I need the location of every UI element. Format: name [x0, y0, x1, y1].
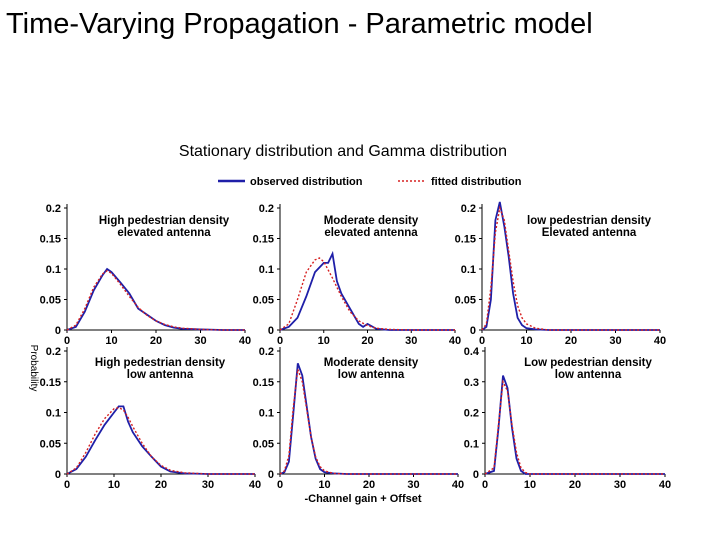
x-tick-label: 10 [524, 479, 536, 491]
x-tick-label: 10 [318, 335, 330, 347]
panel-1: 0 10 20 30 40 0 0.05 0.1 0.15 0.2 High pedestrian … [40, 203, 252, 347]
x-tick-label: 40 [249, 479, 261, 491]
y-tick-label: 0 [55, 325, 61, 337]
y-tick-label: 0.2 [461, 203, 476, 215]
x-tick-label: 20 [150, 335, 162, 347]
x-tick-label: 40 [452, 479, 464, 491]
x-tick-label: 10 [108, 479, 120, 491]
panel-title-line: low pedestrian density [527, 215, 652, 227]
observed-series-line [66, 405, 255, 475]
panel-title-line: High pedestrian density [99, 215, 230, 227]
x-tick-label: 40 [659, 479, 671, 491]
x-tick-label: 20 [569, 479, 581, 491]
y-tick-label: 0.1 [259, 408, 274, 420]
y-tick-label: 0.2 [259, 346, 274, 358]
y-tick-label: 0.05 [40, 438, 61, 450]
observed-series-line [481, 201, 660, 331]
panel-title-line: low antenna [338, 369, 405, 381]
panel-title-line: High pedestrian density [95, 357, 226, 369]
y-tick-label: 0.2 [46, 346, 61, 358]
x-tick-label: 10 [105, 335, 117, 347]
y-tick-label: 0 [470, 325, 476, 337]
fitted-series-line [279, 257, 455, 331]
observed-series-line [484, 375, 665, 475]
y-tick-label: 0.05 [253, 438, 274, 450]
y-tick-label: 0.15 [253, 377, 274, 389]
legend-fitted-label: fitted distribution [431, 176, 522, 188]
x-tick-label: 20 [363, 479, 375, 491]
chart-title: Stationary distribution and Gamma distri… [179, 143, 507, 160]
y-tick-label: 0.2 [46, 203, 61, 215]
y-tick-label: 0.2 [464, 408, 479, 420]
x-tick-label: 30 [405, 335, 417, 347]
y-axis-label: Probability [28, 345, 39, 392]
y-tick-label: 0.15 [40, 234, 61, 246]
x-tick-label: 40 [239, 335, 251, 347]
x-tick-label: 20 [155, 479, 167, 491]
panel-3: 0 10 20 30 40 0 0.05 0.1 0.15 0.2 low pedestrian d… [455, 201, 666, 347]
x-tick-label: 30 [194, 335, 206, 347]
panel-4: 0 10 20 30 40 0 0.05 0.1 0.15 0.2 High pedestrian … [40, 346, 262, 491]
y-tick-label: 0.1 [464, 438, 479, 450]
slide-title: Time-Varying Propagation - Parametric mo… [6, 8, 593, 40]
x-tick-label: 0 [277, 479, 283, 491]
fitted-series-line [66, 406, 255, 475]
y-tick-label: 0.1 [259, 264, 274, 276]
y-tick-label: 0.1 [46, 264, 61, 276]
y-tick-label: 0 [268, 325, 274, 337]
y-tick-label: 0.15 [455, 234, 476, 246]
y-tick-label: 0.05 [40, 295, 61, 307]
x-axis-label: -Channel gain + Offset [304, 493, 421, 505]
y-tick-label: 0 [473, 469, 479, 481]
x-tick-label: 0 [64, 479, 70, 491]
panel-5: 0 10 20 30 40 0 0.05 0.1 0.15 0.2 Moderate density… [253, 346, 465, 491]
y-tick-label: 0.15 [253, 234, 274, 246]
panel-2: 0 10 20 30 40 0 0.05 0.1 0.15 0.2 Moderate density… [253, 203, 462, 347]
y-tick-label: 0.05 [455, 295, 476, 307]
x-tick-label: 20 [361, 335, 373, 347]
legend: observed distribution fitted distributio… [218, 176, 522, 188]
x-tick-label: 10 [318, 479, 330, 491]
x-tick-label: 30 [407, 479, 419, 491]
panel-title-line: Low pedestrian density [524, 357, 652, 369]
observed-series-line [279, 250, 455, 331]
y-tick-label: 0.1 [46, 408, 61, 420]
y-tick-label: 0.2 [259, 203, 274, 215]
fitted-series-line [66, 269, 245, 331]
panel-6: 0 10 20 30 40 0 0.1 0.2 0.3 0.4 Low pedestrian den… [464, 346, 671, 491]
y-tick-label: 0.15 [40, 377, 61, 389]
fitted-series-line [279, 369, 458, 475]
x-tick-label: 30 [609, 335, 621, 347]
panel-title-line: elevated antenna [324, 227, 418, 239]
panel-title-line: low antenna [127, 369, 194, 381]
y-tick-label: 0.1 [461, 264, 476, 276]
y-tick-label: 0 [55, 469, 61, 481]
y-tick-label: 0 [268, 469, 274, 481]
panels: 0 10 20 30 40 0 0.05 0.1 0.15 0.2 High pedestrian … [40, 201, 671, 491]
x-tick-label: 20 [565, 335, 577, 347]
x-tick-label: 0 [482, 479, 488, 491]
legend-observed-label: observed distribution [250, 176, 363, 188]
panel-title-line: Elevated antenna [542, 227, 637, 239]
panel-title-line: low antenna [555, 369, 622, 381]
y-tick-label: 0.05 [253, 295, 274, 307]
x-tick-label: 40 [654, 335, 666, 347]
x-tick-label: 40 [449, 335, 461, 347]
x-tick-label: 10 [520, 335, 532, 347]
x-tick-label: 0 [64, 335, 70, 347]
x-tick-label: 30 [614, 479, 626, 491]
panel-title-line: Moderate density [324, 357, 419, 369]
x-tick-label: 30 [202, 479, 214, 491]
observed-series-line [66, 267, 245, 331]
x-tick-label: 0 [277, 335, 283, 347]
y-tick-label: 0.3 [464, 377, 479, 389]
y-tick-label: 0.4 [464, 346, 480, 358]
panel-title-line: elevated antenna [117, 227, 211, 239]
x-tick-label: 0 [479, 335, 485, 347]
panel-title-line: Moderate density [324, 215, 419, 227]
fitted-series-line [484, 379, 665, 475]
